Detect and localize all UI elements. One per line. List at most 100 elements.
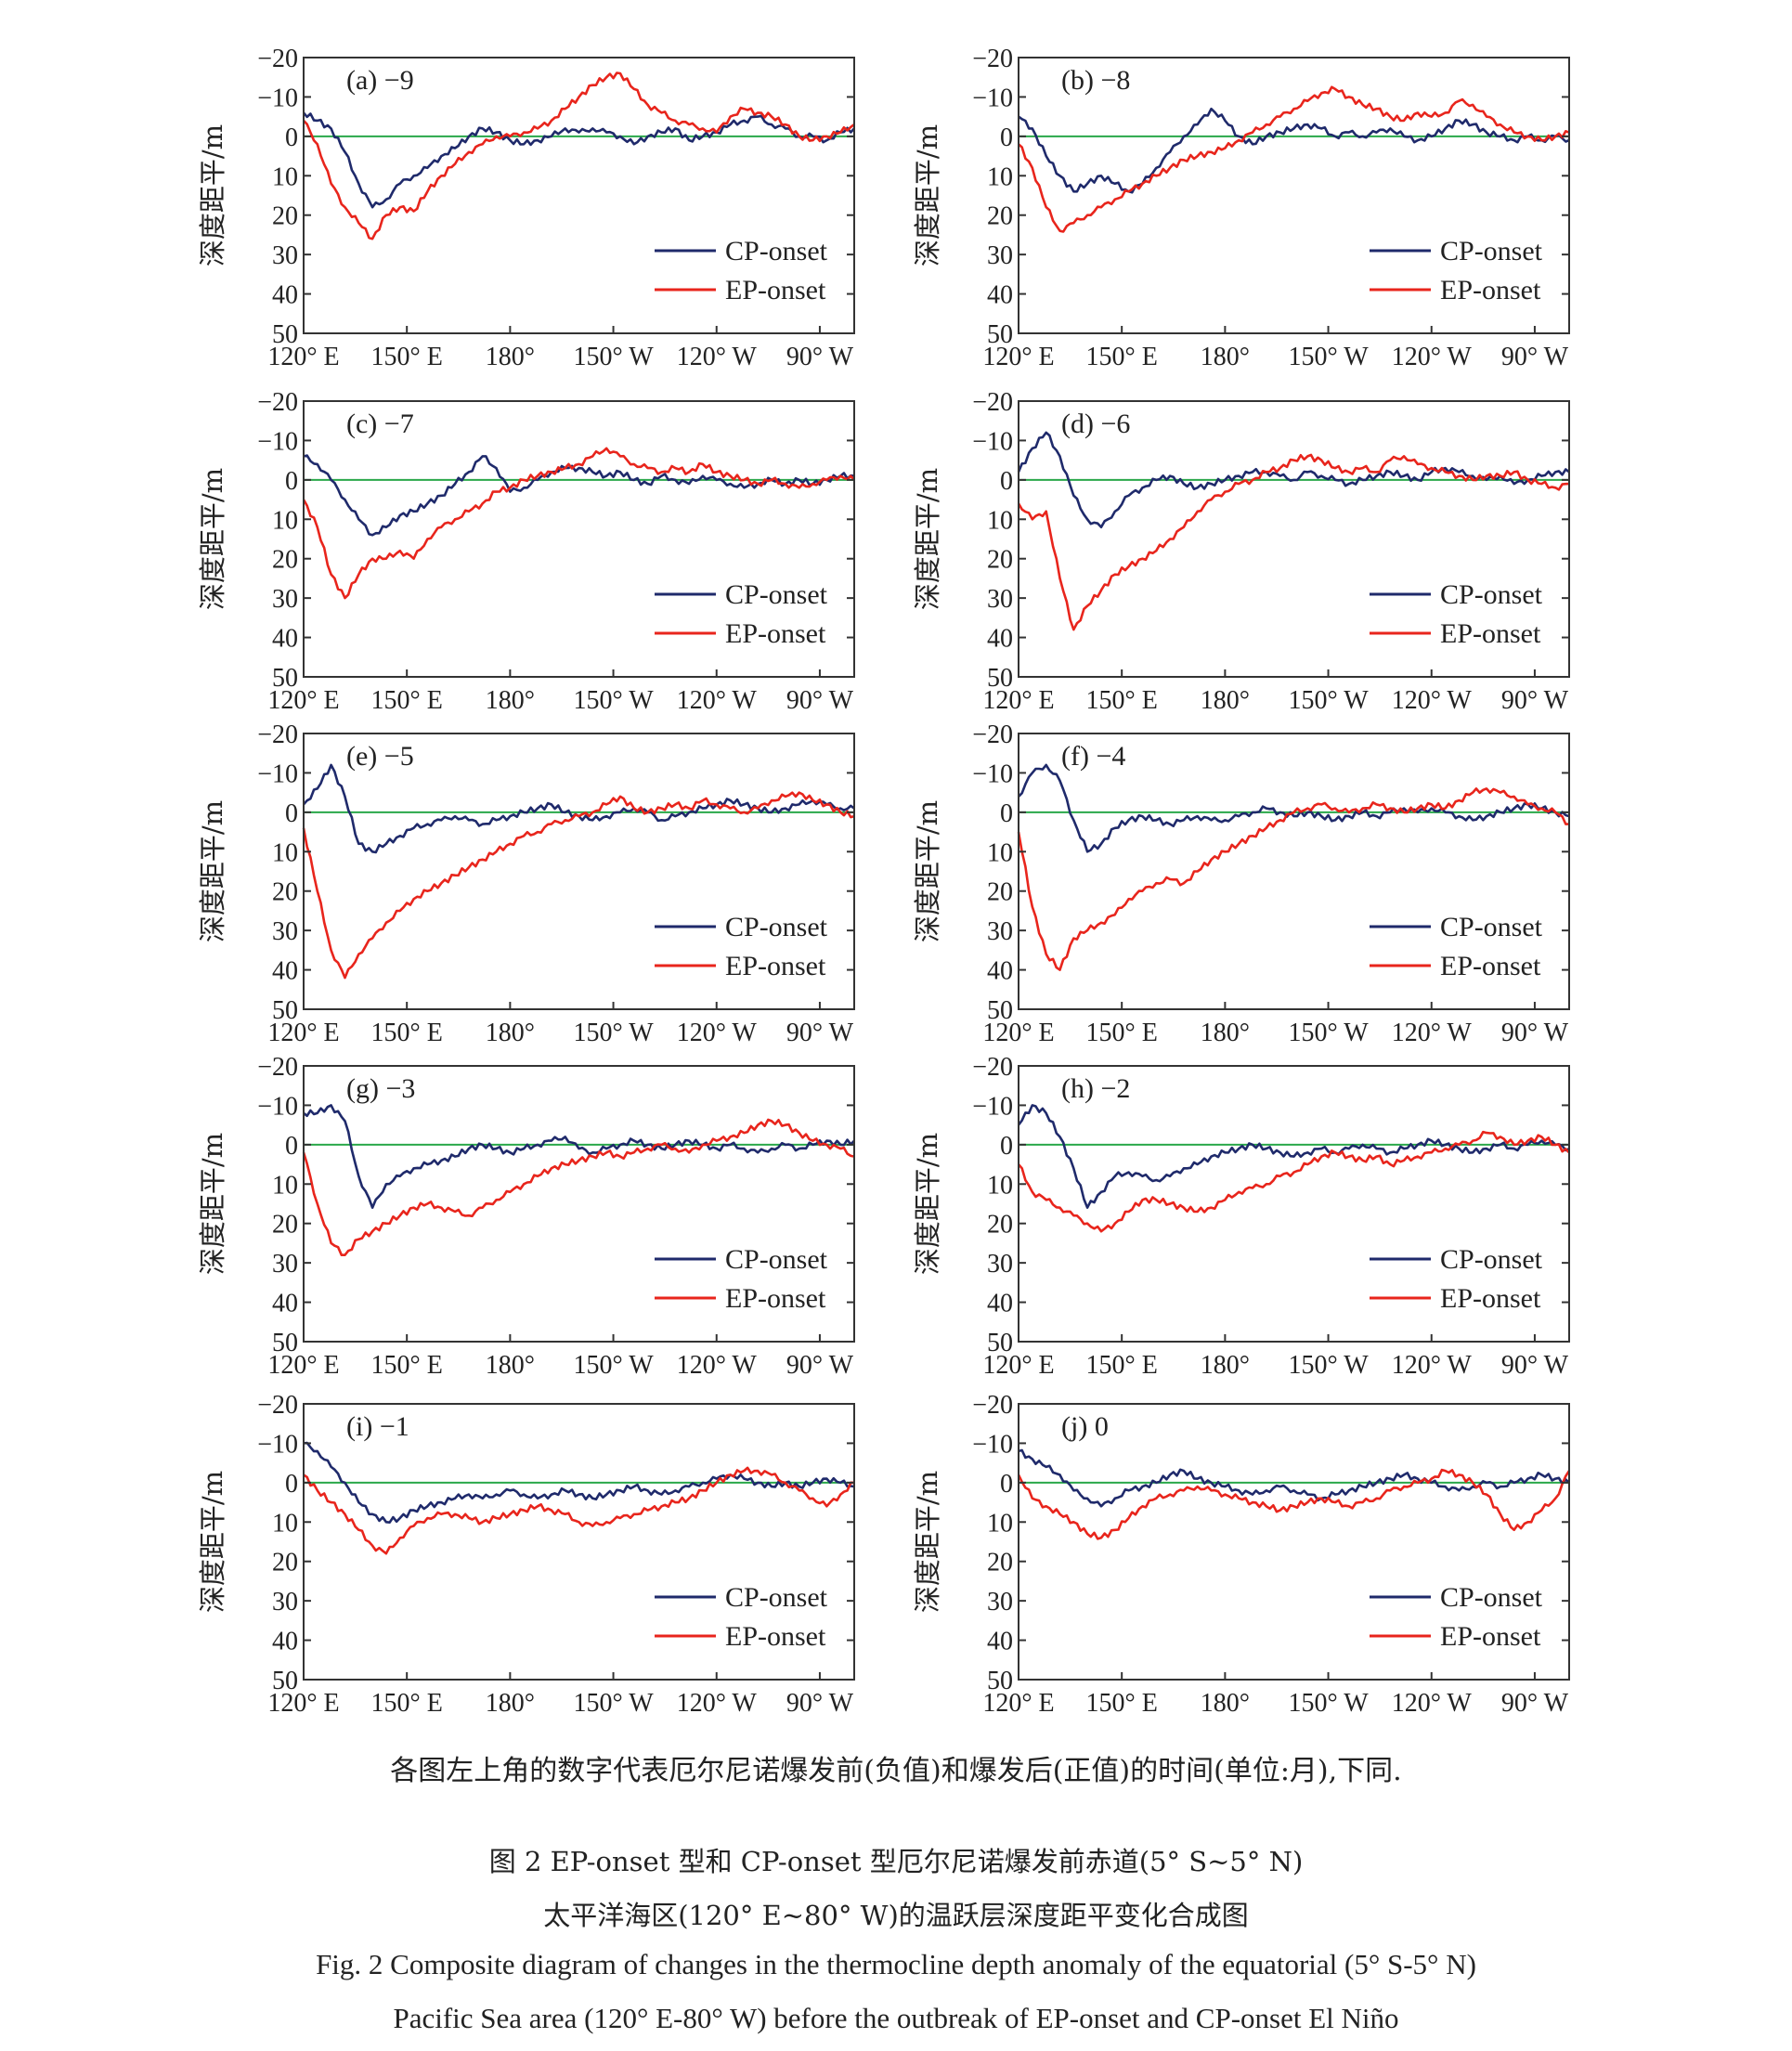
x-tick-label: 90° W bbox=[786, 1019, 854, 1047]
x-tick-label: 120° W bbox=[677, 686, 758, 715]
y-tick-label: 40 bbox=[987, 281, 1013, 310]
x-tick-label: 90° W bbox=[786, 343, 854, 371]
y-tick-label: 0 bbox=[1000, 1470, 1013, 1499]
y-tick-label: −10 bbox=[257, 427, 298, 456]
y-tick-label: 20 bbox=[987, 546, 1013, 575]
y-tick-label: 50 bbox=[987, 664, 1013, 693]
plot-frame bbox=[303, 400, 855, 678]
legend-label: CP-onset bbox=[1440, 579, 1543, 610]
y-tick-label: 10 bbox=[272, 1509, 298, 1538]
x-tick-label: 120° E bbox=[982, 343, 1054, 371]
ep-onset-series-line bbox=[1017, 1468, 1571, 1540]
y-tick-label: −20 bbox=[257, 1391, 298, 1420]
y-tick-label: 50 bbox=[272, 1667, 298, 1695]
y-tick-label: 10 bbox=[987, 506, 1013, 535]
x-tick-label: 150° E bbox=[1086, 1689, 1158, 1718]
x-tick-label: 150° W bbox=[574, 343, 655, 371]
y-tick-label: 30 bbox=[272, 917, 298, 946]
ep-onset-series-line bbox=[303, 71, 855, 240]
legend-label: CP-onset bbox=[725, 1244, 828, 1275]
x-tick-label: 120° E bbox=[267, 1019, 339, 1047]
panel-label: (g) −3 bbox=[346, 1073, 415, 1104]
ep-onset-series-line bbox=[1017, 453, 1570, 631]
panel-label: (a) −9 bbox=[346, 65, 414, 96]
legend-label: EP-onset bbox=[725, 1621, 826, 1652]
x-tick-label: 120° E bbox=[267, 1351, 339, 1380]
plot-frame bbox=[1018, 1065, 1570, 1343]
legend-label: CP-onset bbox=[1440, 1244, 1543, 1275]
y-tick-label: 10 bbox=[987, 1171, 1013, 1200]
y-tick-label: −10 bbox=[972, 427, 1013, 456]
legend-label: EP-onset bbox=[1440, 1621, 1541, 1652]
x-tick-label: 180° bbox=[1201, 343, 1250, 371]
y-tick-label: 30 bbox=[987, 241, 1013, 270]
caption-english-line-2: Pacific Sea area (120° E-80° W) before t… bbox=[393, 2002, 1399, 2034]
y-tick-label: 10 bbox=[272, 506, 298, 535]
x-tick-label: 120° W bbox=[1392, 1689, 1473, 1718]
y-tick-label: 10 bbox=[272, 838, 298, 867]
y-axis-label: 深度距平/m bbox=[197, 800, 228, 942]
y-tick-label: −10 bbox=[257, 1092, 298, 1121]
y-tick-label: 20 bbox=[272, 878, 298, 907]
y-tick-label: −20 bbox=[972, 45, 1013, 73]
y-tick-label: −10 bbox=[257, 1430, 298, 1459]
y-tick-label: 50 bbox=[987, 996, 1013, 1025]
y-tick-label: 40 bbox=[987, 1290, 1013, 1318]
y-tick-label: 30 bbox=[987, 585, 1013, 614]
y-axis-label: 深度距平/m bbox=[912, 800, 943, 942]
x-tick-label: 150° E bbox=[1086, 686, 1158, 715]
panel-label: (e) −5 bbox=[346, 741, 414, 772]
plot-frame bbox=[303, 1403, 855, 1681]
y-tick-label: 10 bbox=[987, 1509, 1013, 1538]
plot-frame bbox=[1018, 1403, 1570, 1681]
x-tick-label: 120° E bbox=[982, 1689, 1054, 1718]
ep-onset-series-line bbox=[303, 1466, 855, 1555]
y-tick-label: 30 bbox=[987, 917, 1013, 946]
x-tick-label: 90° W bbox=[1501, 1351, 1569, 1380]
x-tick-label: 150° W bbox=[574, 1351, 655, 1380]
caption-chinese-line-1: 图 2 EP-onset 型和 CP-onset 型厄尔尼诺爆发前赤道(5° S… bbox=[488, 1846, 1304, 1877]
y-tick-label: −20 bbox=[257, 45, 298, 73]
x-tick-label: 120° E bbox=[267, 343, 339, 371]
cp-onset-series-line bbox=[303, 1104, 855, 1209]
panel-label: (b) −8 bbox=[1061, 65, 1130, 96]
y-tick-label: 30 bbox=[987, 1250, 1013, 1279]
ep-onset-series-line bbox=[1018, 1130, 1570, 1233]
x-tick-label: 120° E bbox=[982, 1351, 1054, 1380]
plot-frame bbox=[303, 1065, 855, 1343]
x-tick-label: 120° W bbox=[677, 1689, 758, 1718]
x-tick-label: 180° bbox=[1201, 686, 1250, 715]
legend-label: EP-onset bbox=[1440, 1283, 1541, 1314]
y-tick-label: −10 bbox=[972, 1092, 1013, 1121]
x-tick-label: 150° E bbox=[1086, 1351, 1158, 1380]
x-tick-label: 120° E bbox=[982, 1019, 1054, 1047]
x-tick-label: 150° W bbox=[1289, 1019, 1370, 1047]
legend-label: EP-onset bbox=[725, 1283, 826, 1314]
x-tick-label: 150° W bbox=[574, 1019, 655, 1047]
y-axis-label: 深度距平/m bbox=[912, 124, 943, 266]
plot-frame bbox=[303, 733, 855, 1010]
y-tick-label: 0 bbox=[285, 467, 298, 496]
x-tick-label: 150° E bbox=[371, 686, 443, 715]
x-tick-label: 180° bbox=[486, 1689, 535, 1718]
y-tick-label: 30 bbox=[272, 241, 298, 270]
y-tick-label: 0 bbox=[285, 1132, 298, 1161]
legend-label: EP-onset bbox=[1440, 951, 1541, 981]
x-tick-label: 180° bbox=[486, 686, 535, 715]
y-tick-label: 20 bbox=[987, 1549, 1013, 1577]
y-tick-label: 20 bbox=[987, 1211, 1013, 1240]
x-tick-label: 150° W bbox=[574, 1689, 655, 1718]
y-tick-label: 50 bbox=[987, 320, 1013, 349]
x-tick-label: 150° E bbox=[1086, 343, 1158, 371]
x-tick-label: 120° W bbox=[1392, 1351, 1473, 1380]
y-tick-label: 0 bbox=[1000, 1132, 1013, 1161]
panel-label: (j) 0 bbox=[1061, 1411, 1109, 1442]
x-tick-label: 120° W bbox=[1392, 1019, 1473, 1047]
legend-label: CP-onset bbox=[725, 236, 828, 266]
figure-note: 各图左上角的数字代表厄尔尼诺爆发前(负值)和爆发后(正值)的时间(单位:月),下… bbox=[390, 1755, 1402, 1787]
